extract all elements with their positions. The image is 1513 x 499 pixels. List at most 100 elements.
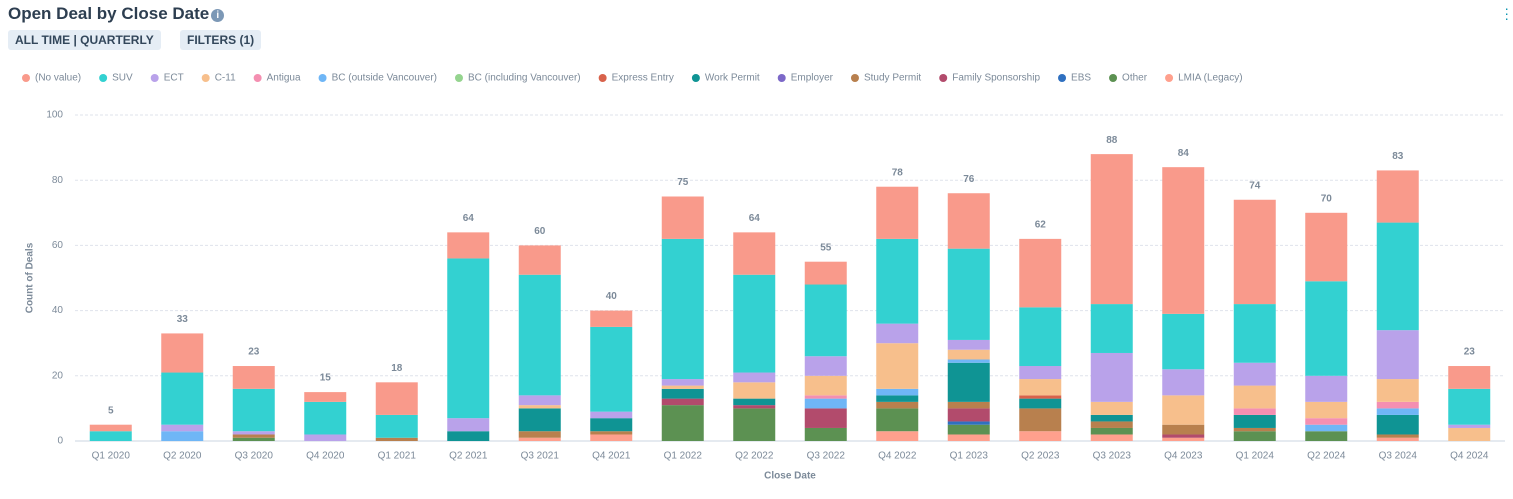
- bar-segment: [590, 310, 633, 327]
- x-tick-label: Q4 2020: [306, 451, 345, 462]
- menu-icon[interactable]: · · ·: [1504, 0, 1509, 26]
- bar-segment: [304, 392, 347, 402]
- bar-segment: [804, 356, 847, 376]
- x-tick-label: Q1 2021: [378, 451, 417, 462]
- legend-label: LMIA (Legacy): [1178, 73, 1242, 84]
- bar-segment: [232, 437, 275, 441]
- bar-segment: [1233, 199, 1276, 305]
- bar-segment: [1162, 437, 1205, 441]
- bar-segment: [232, 388, 275, 432]
- bar-segment: [590, 434, 633, 441]
- legend-swatch: [939, 74, 948, 82]
- bar-segment: [1305, 212, 1348, 282]
- legend-label: Other: [1122, 73, 1148, 84]
- x-tick-label: Q2 2020: [163, 451, 202, 462]
- bar-segment: [590, 431, 633, 435]
- total-label: 15: [320, 373, 332, 384]
- bar-segment: [1376, 379, 1419, 402]
- legend-label: Employer: [791, 73, 834, 84]
- total-label: 74: [1249, 180, 1261, 191]
- x-tick-label: Q3 2021: [521, 451, 560, 462]
- legend-swatch: [850, 74, 859, 82]
- bar-segment: [1090, 154, 1133, 305]
- bar-segment: [947, 401, 990, 409]
- bar-segment: [375, 382, 418, 415]
- bar-segment: [1233, 414, 1276, 428]
- bar-segment: [733, 408, 776, 441]
- bar-segment: [518, 245, 561, 275]
- legend-label: Express Entry: [612, 73, 674, 84]
- bar-segment: [804, 261, 847, 285]
- bar-segment: [590, 418, 633, 432]
- bar-segment: [876, 323, 919, 344]
- total-label: 62: [1035, 220, 1047, 231]
- x-tick-label: Q3 2024: [1379, 451, 1418, 462]
- total-label: 75: [677, 177, 689, 188]
- x-tick-label: Q2 2024: [1307, 451, 1346, 462]
- bar-segment: [447, 232, 490, 259]
- legend-swatch: [99, 74, 108, 82]
- bar-segment: [947, 248, 990, 340]
- bar-segment: [876, 401, 919, 409]
- info-icon[interactable]: i: [211, 9, 225, 22]
- legend-label: Work Permit: [705, 73, 760, 84]
- bar-segment: [89, 431, 132, 441]
- bar-segment: [1376, 170, 1419, 223]
- bar-segment: [804, 395, 847, 399]
- date-range-button[interactable]: ALL TIME | QUARTERLY: [8, 30, 161, 50]
- legend-swatch: [201, 74, 210, 82]
- bar-segment: [590, 411, 633, 419]
- bar-segment: [1090, 421, 1133, 428]
- bar-segment: [1019, 398, 1062, 409]
- bar-segment: [661, 398, 704, 406]
- total-label: 76: [963, 174, 975, 185]
- bar-segment: [1162, 395, 1205, 425]
- y-tick-label: 100: [46, 110, 63, 121]
- bar-segment: [1019, 238, 1062, 308]
- bar-segment: [876, 431, 919, 441]
- bar-segment: [876, 238, 919, 324]
- bar-segment: [733, 398, 776, 406]
- total-label: 55: [820, 242, 832, 253]
- x-tick-label: Q3 2020: [235, 451, 274, 462]
- bar-segment: [1162, 434, 1205, 438]
- bar-segment: [1305, 431, 1348, 441]
- legend-label: (No value): [35, 73, 81, 84]
- bar-segment: [661, 379, 704, 386]
- bar-segment: [1376, 437, 1419, 441]
- bar-segment: [89, 424, 132, 432]
- total-label: 60: [534, 226, 546, 237]
- bar-segment: [1305, 401, 1348, 419]
- total-label: 78: [892, 167, 904, 178]
- legend-swatch: [22, 74, 30, 82]
- bar-segment: [804, 398, 847, 409]
- bar-segment: [1019, 379, 1062, 396]
- bar-segment: [447, 258, 490, 419]
- y-axis-title: Count of Deals: [25, 242, 36, 313]
- y-tick-label: 60: [52, 240, 64, 251]
- bar-segment: [804, 375, 847, 396]
- total-label: 64: [463, 213, 475, 224]
- bar-segment: [518, 405, 561, 409]
- bar-segment: [1233, 427, 1276, 432]
- filters-button[interactable]: FILTERS (1): [180, 30, 262, 50]
- bar-segment: [161, 333, 204, 373]
- title-text: Open Deal by Close Date: [8, 4, 210, 23]
- bar-segment: [1233, 362, 1276, 386]
- bar-segment: [947, 362, 990, 402]
- bar-segment: [1448, 388, 1491, 425]
- legend-swatch: [150, 74, 159, 82]
- bar-segment: [804, 284, 847, 357]
- bar-segment: [1019, 366, 1062, 380]
- legend-swatch: [598, 74, 607, 82]
- bar-segment: [232, 434, 275, 438]
- bar-segment: [947, 421, 990, 425]
- bar-segment: [947, 193, 990, 249]
- bar-segment: [1019, 307, 1062, 367]
- bar-segment: [1233, 385, 1276, 409]
- legend-label: SUV: [112, 73, 133, 84]
- title: Open Deal by Close Date i: [8, 4, 225, 24]
- bar-segment: [733, 274, 776, 373]
